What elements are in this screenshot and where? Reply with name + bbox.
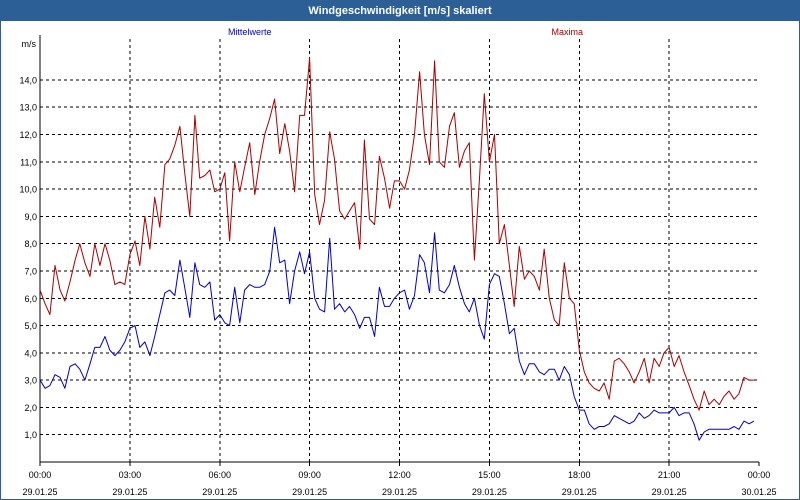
y-tick-label: 5,0 (24, 321, 37, 331)
series-line-mittelwerte (39, 226, 755, 441)
y-tick-label: 3,0 (24, 376, 37, 386)
y-tick-label: 1,0 (24, 430, 37, 440)
y-tick-label: 13,0 (19, 103, 37, 113)
y-tick-label: 4,0 (24, 348, 37, 358)
x-tick-time: 21:00 (658, 470, 681, 480)
x-tick-date: 29.01.25 (382, 487, 417, 497)
x-tick-time: 00:00 (29, 470, 52, 480)
y-tick-label: 12,0 (19, 130, 37, 140)
x-tick-date: 29.01.25 (652, 487, 687, 497)
y-tick-label: 10,0 (19, 185, 37, 195)
x-tick-date: 30.01.25 (741, 487, 776, 497)
x-tick-date: 29.01.25 (562, 487, 597, 497)
y-tick-label: 14,0 (19, 75, 37, 85)
y-tick-label: 9,0 (24, 212, 37, 222)
x-tick-time: 09:00 (298, 470, 321, 480)
y-tick-label: 2,0 (24, 403, 37, 413)
x-tick-date: 29.01.25 (292, 487, 327, 497)
legend-label-maxima: Maxima (552, 27, 584, 37)
y-axis-label: m/s (22, 39, 37, 49)
x-tick-time: 00:00 (748, 470, 771, 480)
y-tick-label: 11,0 (20, 157, 37, 167)
x-tick-time: 18:00 (568, 470, 591, 480)
window-title: Windgeschwindigkeit [m/s] skaliert (1, 1, 799, 21)
x-tick-time: 03:00 (119, 470, 142, 480)
x-tick-time: 06:00 (208, 470, 231, 480)
legend-label-mittelwerte: Mittelwerte (228, 27, 272, 37)
x-tick-date: 29.01.25 (202, 487, 237, 497)
x-tick-time: 12:00 (388, 470, 411, 480)
y-tick-label: 8,0 (24, 239, 37, 249)
y-tick-label: 7,0 (24, 266, 37, 276)
wind-speed-chart: 1,0 2,0 3,0 4,0 5,0 6,0 7,0 8,0 9,0 10,0 11,0 12,0 1… (19, 27, 776, 497)
x-tick-date: 29.01.25 (472, 487, 507, 497)
series-line-maxima (39, 57, 754, 411)
x-tick-date: 29.01.25 (112, 487, 147, 497)
x-tick-date: 29.01.25 (22, 487, 57, 497)
x-tick-time: 15:00 (478, 470, 501, 480)
y-tick-label: 6,0 (24, 294, 37, 304)
